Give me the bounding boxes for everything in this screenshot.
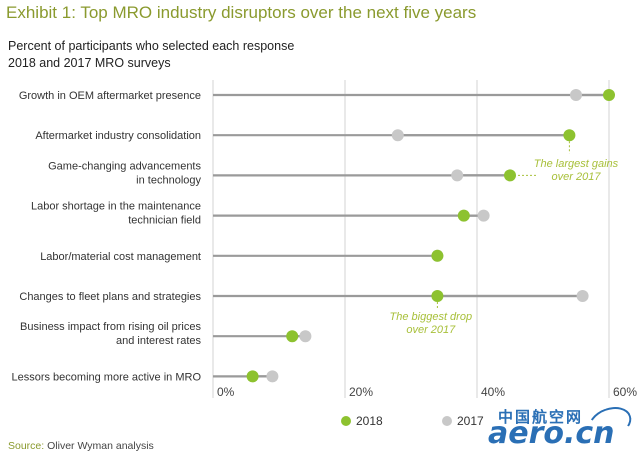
subtitle-line-2: 2018 and 2017 MRO surveys xyxy=(8,56,171,70)
source-text: Oliver Wyman analysis xyxy=(47,440,154,452)
point-2018 xyxy=(286,330,299,343)
watermark-logo: 中国航空网 aero.cn xyxy=(488,401,638,454)
watermark-en-text: aero.cn xyxy=(488,416,615,451)
watermark-cn-text: 中国航空网 xyxy=(498,408,584,426)
point-2017 xyxy=(477,209,490,222)
x-tick-label: 20% xyxy=(349,385,373,399)
x-tick-label: 0% xyxy=(217,385,235,399)
subtitle-line-1: Percent of participants who selected eac… xyxy=(8,39,295,53)
x-tick-label: 40% xyxy=(481,385,505,399)
point-2017 xyxy=(576,290,589,302)
point-2017 xyxy=(451,169,464,182)
source-label: Source: xyxy=(8,440,45,452)
category-label: in technology xyxy=(136,174,201,186)
category-label: Game-changing advancements xyxy=(48,160,201,172)
category-label: Labor shortage in the maintenance xyxy=(31,201,201,213)
category-label: technician field xyxy=(128,215,201,227)
category-label: Aftermarket industry consolidation xyxy=(35,130,201,142)
category-label: Business impact from rising oil prices xyxy=(20,321,201,333)
category-label: Labor/material cost management xyxy=(40,251,201,263)
point-2018 xyxy=(431,290,444,302)
chart-title: Exhibit 1: Top MRO industry disruptors o… xyxy=(6,3,477,22)
annotation-text: over 2017 xyxy=(552,171,602,183)
category-label: Changes to fleet plans and strategies xyxy=(19,291,201,303)
x-tick-label: 60% xyxy=(613,385,637,399)
legend-label-2017: 2017 xyxy=(457,414,484,428)
category-label: and interest rates xyxy=(116,335,201,347)
point-2018 xyxy=(563,129,576,142)
category-label: Lessors becoming more active in MRO xyxy=(11,371,201,383)
legend-label-2018: 2018 xyxy=(356,414,383,428)
source-note: Source: Oliver Wyman analysis xyxy=(8,440,154,452)
category-label: Growth in OEM aftermarket presence xyxy=(19,90,201,102)
annotation-text: The largest gains xyxy=(534,158,619,170)
chart-subtitle: Percent of participants who selected eac… xyxy=(8,38,294,72)
legend-marker-2018 xyxy=(341,416,351,426)
legend-marker-2017 xyxy=(442,416,452,426)
point-2017 xyxy=(299,330,312,343)
point-2018 xyxy=(504,169,516,182)
point-2018 xyxy=(603,89,615,101)
point-2018 xyxy=(457,209,470,222)
annotation-text: over 2017 xyxy=(406,324,456,336)
point-2017 xyxy=(266,370,279,383)
point-2017 xyxy=(391,129,404,142)
point-2018 xyxy=(246,370,259,383)
point-2017 xyxy=(570,89,582,101)
point-2018 xyxy=(431,249,444,262)
annotation-text: The biggest drop xyxy=(390,311,473,323)
